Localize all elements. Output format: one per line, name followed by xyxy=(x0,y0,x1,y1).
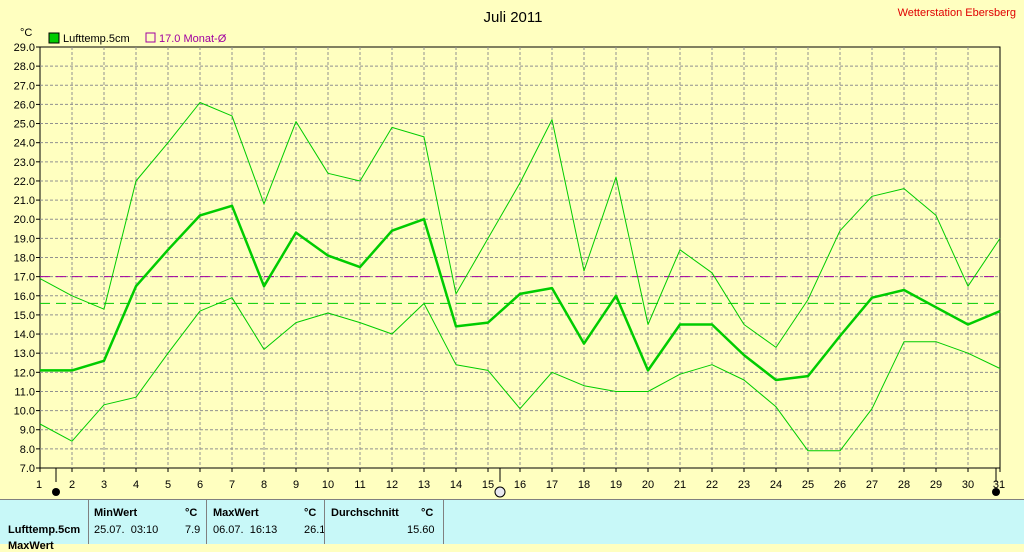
month-start-marker[interactable] xyxy=(52,488,60,496)
x-tick-label: 11 xyxy=(354,479,365,491)
y-tick-label: 12.0 xyxy=(14,367,35,379)
max-value: 26.1 xyxy=(304,524,326,536)
stats-row-label-2: MaxWert xyxy=(8,540,54,552)
y-tick-label: 29.0 xyxy=(14,42,35,54)
y-tick-label: 21.0 xyxy=(14,195,35,207)
y-tick-label: 26.0 xyxy=(14,99,35,111)
y-tick-label: 15.0 xyxy=(14,310,35,322)
y-axis: 7.0 8.0 9.0 10.0 11.0 12.0 13.0 14.0 15.0 16.0 17.… xyxy=(14,42,40,475)
x-tick-label: 21 xyxy=(674,479,686,491)
x-tick-label: 22 xyxy=(706,479,718,491)
x-tick-label: 17 xyxy=(546,479,558,491)
x-tick-label: 12 xyxy=(386,479,398,491)
avg-header: Durchschnitt xyxy=(331,507,399,519)
legend: Lufttemp.5cm 17.0 Monat-Ø xyxy=(48,32,227,45)
x-tick-label: 25 xyxy=(802,479,814,491)
x-tick-label: 13 xyxy=(418,479,430,491)
min-cell: MinWert °C 25.07. 03:10 7.9 xyxy=(88,500,207,544)
x-tick-label: 19 xyxy=(610,479,622,491)
avg-cell: Durchschnitt °C 15.60 xyxy=(324,500,444,544)
x-tick-label: 4 xyxy=(133,479,139,491)
series-line-max xyxy=(39,102,1001,348)
series-lines xyxy=(39,102,1001,452)
max-cell: MaxWert °C 06.07. 16:13 26.1 xyxy=(206,500,325,544)
y-tick-label: 17.0 xyxy=(14,272,35,284)
x-tick-label: 27 xyxy=(866,479,878,491)
x-tick-label: 7 xyxy=(229,479,235,491)
legend-swatch-avg xyxy=(145,32,156,43)
y-tick-label: 23.0 xyxy=(14,157,35,169)
x-tick-label: 29 xyxy=(930,479,942,491)
x-tick-label: 16 xyxy=(514,479,526,491)
stats-panel: Lufttemp.5cm MaxWert MinWert °C 25.07. 0… xyxy=(0,499,1024,552)
x-tick-label: 10 xyxy=(322,479,334,491)
period-markers xyxy=(52,486,1000,498)
y-tick-label: 14.0 xyxy=(14,329,35,341)
max-header: MaxWert xyxy=(213,507,259,519)
y-tick-label: 10.0 xyxy=(14,406,35,418)
x-tick-label: 8 xyxy=(261,479,267,491)
x-tick-label: 3 xyxy=(101,479,107,491)
series-line-min xyxy=(39,297,1001,452)
max-unit: °C xyxy=(304,507,317,519)
y-tick-label: 24.0 xyxy=(14,138,35,150)
x-tick-label: 20 xyxy=(642,479,654,491)
temperature-chart: Juli 2011 Wetterstation Ebersberg °C Luf… xyxy=(14,7,1016,498)
stats-row-label: Lufttemp.5cm xyxy=(8,524,81,536)
max-time: 06.07. 16:13 xyxy=(213,524,278,536)
avg-value: 15.60 xyxy=(407,524,435,536)
reference-lines xyxy=(40,276,1000,304)
y-tick-label: 18.0 xyxy=(14,253,35,265)
x-tick-label: 24 xyxy=(770,479,782,491)
x-tick-label: 23 xyxy=(738,479,750,491)
y-tick-label: 25.0 xyxy=(14,119,35,131)
x-tick-label: 5 xyxy=(165,479,171,491)
x-axis: 1 2 3 4 5 6 7 8 9 10 11 12 13 14 15 16 17 18 19 20 21 22 23 24 2… xyxy=(36,468,1005,491)
avg-unit: °C xyxy=(421,507,434,519)
y-tick-label: 16.0 xyxy=(14,291,35,303)
y-axis-unit: °C xyxy=(20,27,32,39)
x-tick-label: 15 xyxy=(482,479,494,491)
y-tick-label: 7.0 xyxy=(20,463,35,475)
min-unit: °C xyxy=(185,507,198,519)
y-tick-label: 11.0 xyxy=(14,386,35,398)
x-tick-label: 2 xyxy=(69,479,75,491)
x-tick-label: 1 xyxy=(36,479,42,491)
y-tick-label: 13.0 xyxy=(14,348,35,360)
y-tick-label: 9.0 xyxy=(20,425,35,437)
month-end-marker[interactable] xyxy=(992,488,1000,496)
y-tick-label: 27.0 xyxy=(14,80,35,92)
series-line-mean xyxy=(40,204,1001,382)
y-tick-label: 20.0 xyxy=(14,214,35,226)
x-tick-label: 9 xyxy=(293,479,299,491)
min-header: MinWert xyxy=(94,507,138,519)
x-tick-label: 18 xyxy=(578,479,590,491)
x-tick-label: 6 xyxy=(197,479,203,491)
min-time: 25.07. 03:10 xyxy=(94,524,159,536)
x-tick-label: 14 xyxy=(450,479,462,491)
station-name: Wetterstation Ebersberg xyxy=(898,7,1016,19)
y-tick-label: 19.0 xyxy=(14,233,35,245)
y-tick-label: 28.0 xyxy=(14,61,35,73)
x-tick-label: 26 xyxy=(834,479,846,491)
min-value: 7.9 xyxy=(185,524,201,536)
x-tick-label: 30 xyxy=(962,479,974,491)
legend-swatch-temp xyxy=(48,32,60,44)
legend-label-avg: 17.0 Monat-Ø xyxy=(159,33,227,45)
legend-label-temp: Lufttemp.5cm xyxy=(63,33,130,45)
x-tick-label: 28 xyxy=(898,479,910,491)
y-tick-label: 22.0 xyxy=(14,176,35,188)
chart-title: Juli 2011 xyxy=(484,9,543,26)
y-tick-label: 8.0 xyxy=(20,444,35,456)
mid-month-marker[interactable] xyxy=(494,486,506,498)
